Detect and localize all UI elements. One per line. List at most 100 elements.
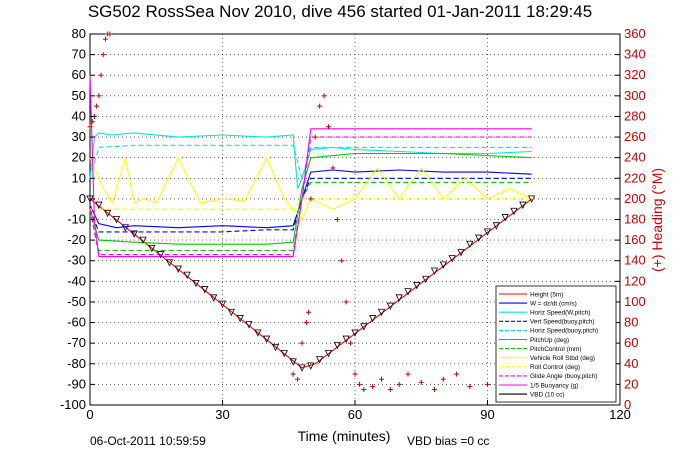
legend-label: Glide Angle (buoy,pitch): [530, 373, 597, 380]
series-line-0: [89, 198, 533, 369]
heading-point: [295, 376, 301, 382]
heading-point: [89, 119, 95, 125]
heading-point: [432, 387, 437, 393]
height-marker: [227, 308, 235, 317]
marker-layer: [86, 195, 536, 372]
height-marker: [157, 251, 165, 259]
heading-point: [299, 340, 305, 346]
series-line-8: [90, 198, 532, 210]
y-tick-label: -90: [67, 376, 86, 391]
heading-point: [306, 309, 312, 315]
y-axis-right-label: (+) Heading (°M): [649, 168, 665, 272]
heading-point: [467, 383, 473, 389]
height-marker: [95, 201, 103, 209]
height-marker: [360, 323, 368, 331]
height-marker: [395, 294, 403, 302]
height-marker: [236, 315, 244, 323]
y-right-tick-label: 200: [624, 191, 646, 206]
y-right-tick-label: 220: [624, 170, 646, 185]
y-right-tick-label: 300: [624, 88, 646, 103]
x-tick-label: 30: [215, 407, 229, 422]
height-marker: [254, 329, 262, 337]
legend-box: [495, 285, 617, 403]
heading-point: [308, 196, 314, 202]
height-marker: [130, 230, 138, 238]
height-marker: [112, 216, 121, 224]
y-right-tick-label: 160: [624, 232, 646, 247]
y-tick-label: -70: [67, 335, 86, 350]
height-marker: [369, 315, 377, 323]
y-right-tick-label: 180: [624, 212, 646, 227]
heading-point: [379, 376, 384, 382]
y-right-tick-label: 280: [624, 108, 646, 123]
legend-label: VBD (10 cc): [530, 391, 564, 398]
heading-point: [290, 371, 296, 377]
height-marker: [333, 341, 341, 350]
chart-title: SG502 RossSea Nov 2010, dive 456 started…: [88, 2, 592, 21]
legend-label: Roll Control (deg): [530, 364, 580, 371]
height-marker: [492, 222, 500, 230]
heading-point: [387, 387, 393, 393]
heading-point: [339, 258, 345, 264]
y-tick-label: 70: [72, 47, 86, 62]
y-tick-label: 0: [79, 191, 86, 206]
y-tick-label: 60: [72, 67, 86, 82]
y-tick-label: 10: [72, 170, 86, 185]
y-right-tick-label: 40: [624, 356, 638, 371]
legend-label: Vehicle Roll Stbd (deg): [530, 355, 595, 362]
height-marker: [510, 207, 518, 216]
y-tick-label: 30: [72, 129, 86, 144]
y-tick-label: 40: [72, 108, 86, 123]
heading-point: [107, 31, 113, 37]
heading-point: [100, 52, 106, 58]
legend-label: Vert Speed(buoy,pitch): [530, 319, 595, 326]
y-ticks-right: 3603403203002802602402202001801601401201…: [624, 26, 646, 412]
height-marker: [263, 335, 271, 343]
height-marker: [201, 286, 209, 294]
legend-label: W = dz/dt (cm/s): [530, 300, 577, 307]
heading-point: [98, 72, 104, 78]
heading-point: [485, 381, 490, 387]
y-right-tick-label: 320: [624, 67, 646, 82]
series-line-2: [89, 132, 532, 189]
heading-point: [418, 379, 424, 385]
height-marker: [245, 321, 253, 329]
timestamp-footer: 06-Oct-2011 10:59:59: [90, 434, 206, 448]
heading-point: [370, 383, 376, 389]
y-tick-label: -50: [67, 294, 86, 309]
height-marker: [439, 261, 447, 269]
heading-point: [326, 124, 331, 130]
heading-point: [330, 165, 336, 171]
height-marker: [386, 302, 394, 310]
series-line-3: [89, 177, 532, 233]
heading-point: [343, 299, 349, 305]
x-tick-label: 60: [348, 407, 362, 422]
height-marker: [307, 362, 315, 370]
heading-point: [440, 376, 446, 382]
height-marker: [377, 308, 386, 317]
y-right-tick-label: 360: [624, 26, 646, 41]
x-axis-label: Time (minutes): [298, 428, 391, 444]
height-marker: [174, 265, 182, 273]
height-marker: [404, 288, 412, 296]
height-marker: [271, 343, 280, 352]
heading-point: [321, 93, 327, 99]
x-tick-label: 120: [609, 407, 631, 422]
height-marker: [475, 234, 483, 242]
y-right-tick-label: 260: [624, 129, 646, 144]
height-marker: [528, 195, 536, 203]
y-tick-label: -20: [67, 232, 86, 247]
x-tick-label: 90: [480, 407, 494, 422]
heading-point: [303, 320, 309, 326]
heading-point: [405, 371, 411, 377]
y-tick-label: 50: [72, 88, 86, 103]
y-tick-label: -80: [67, 356, 86, 371]
legend-label: Horiz Speed(buoy,pitch): [530, 328, 598, 335]
height-marker: [430, 267, 439, 275]
height-marker: [298, 364, 306, 372]
height-marker: [457, 249, 465, 257]
height-marker: [324, 350, 333, 358]
y-tick-label: -40: [67, 273, 86, 288]
height-marker: [218, 300, 227, 308]
